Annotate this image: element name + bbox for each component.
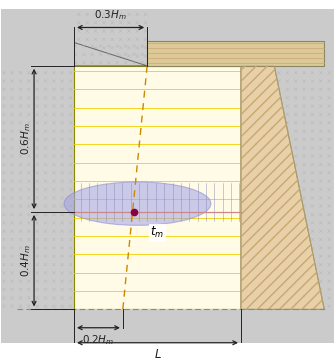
- Text: $0.3H_m$: $0.3H_m$: [94, 9, 127, 22]
- Text: $0.4H_m$: $0.4H_m$: [19, 244, 32, 277]
- Bar: [147, 9, 334, 66]
- Text: $0.6H_m$: $0.6H_m$: [19, 122, 32, 156]
- Text: $L$: $L$: [153, 348, 161, 360]
- Polygon shape: [74, 42, 147, 66]
- Bar: [74, 66, 241, 309]
- Bar: [147, 41, 324, 66]
- Bar: [1, 9, 74, 66]
- Ellipse shape: [64, 182, 211, 225]
- Text: $t_m$: $t_m$: [150, 225, 164, 240]
- Text: $0.2H_m$: $0.2H_m$: [82, 333, 115, 347]
- Polygon shape: [241, 66, 324, 309]
- Bar: [1, 309, 334, 343]
